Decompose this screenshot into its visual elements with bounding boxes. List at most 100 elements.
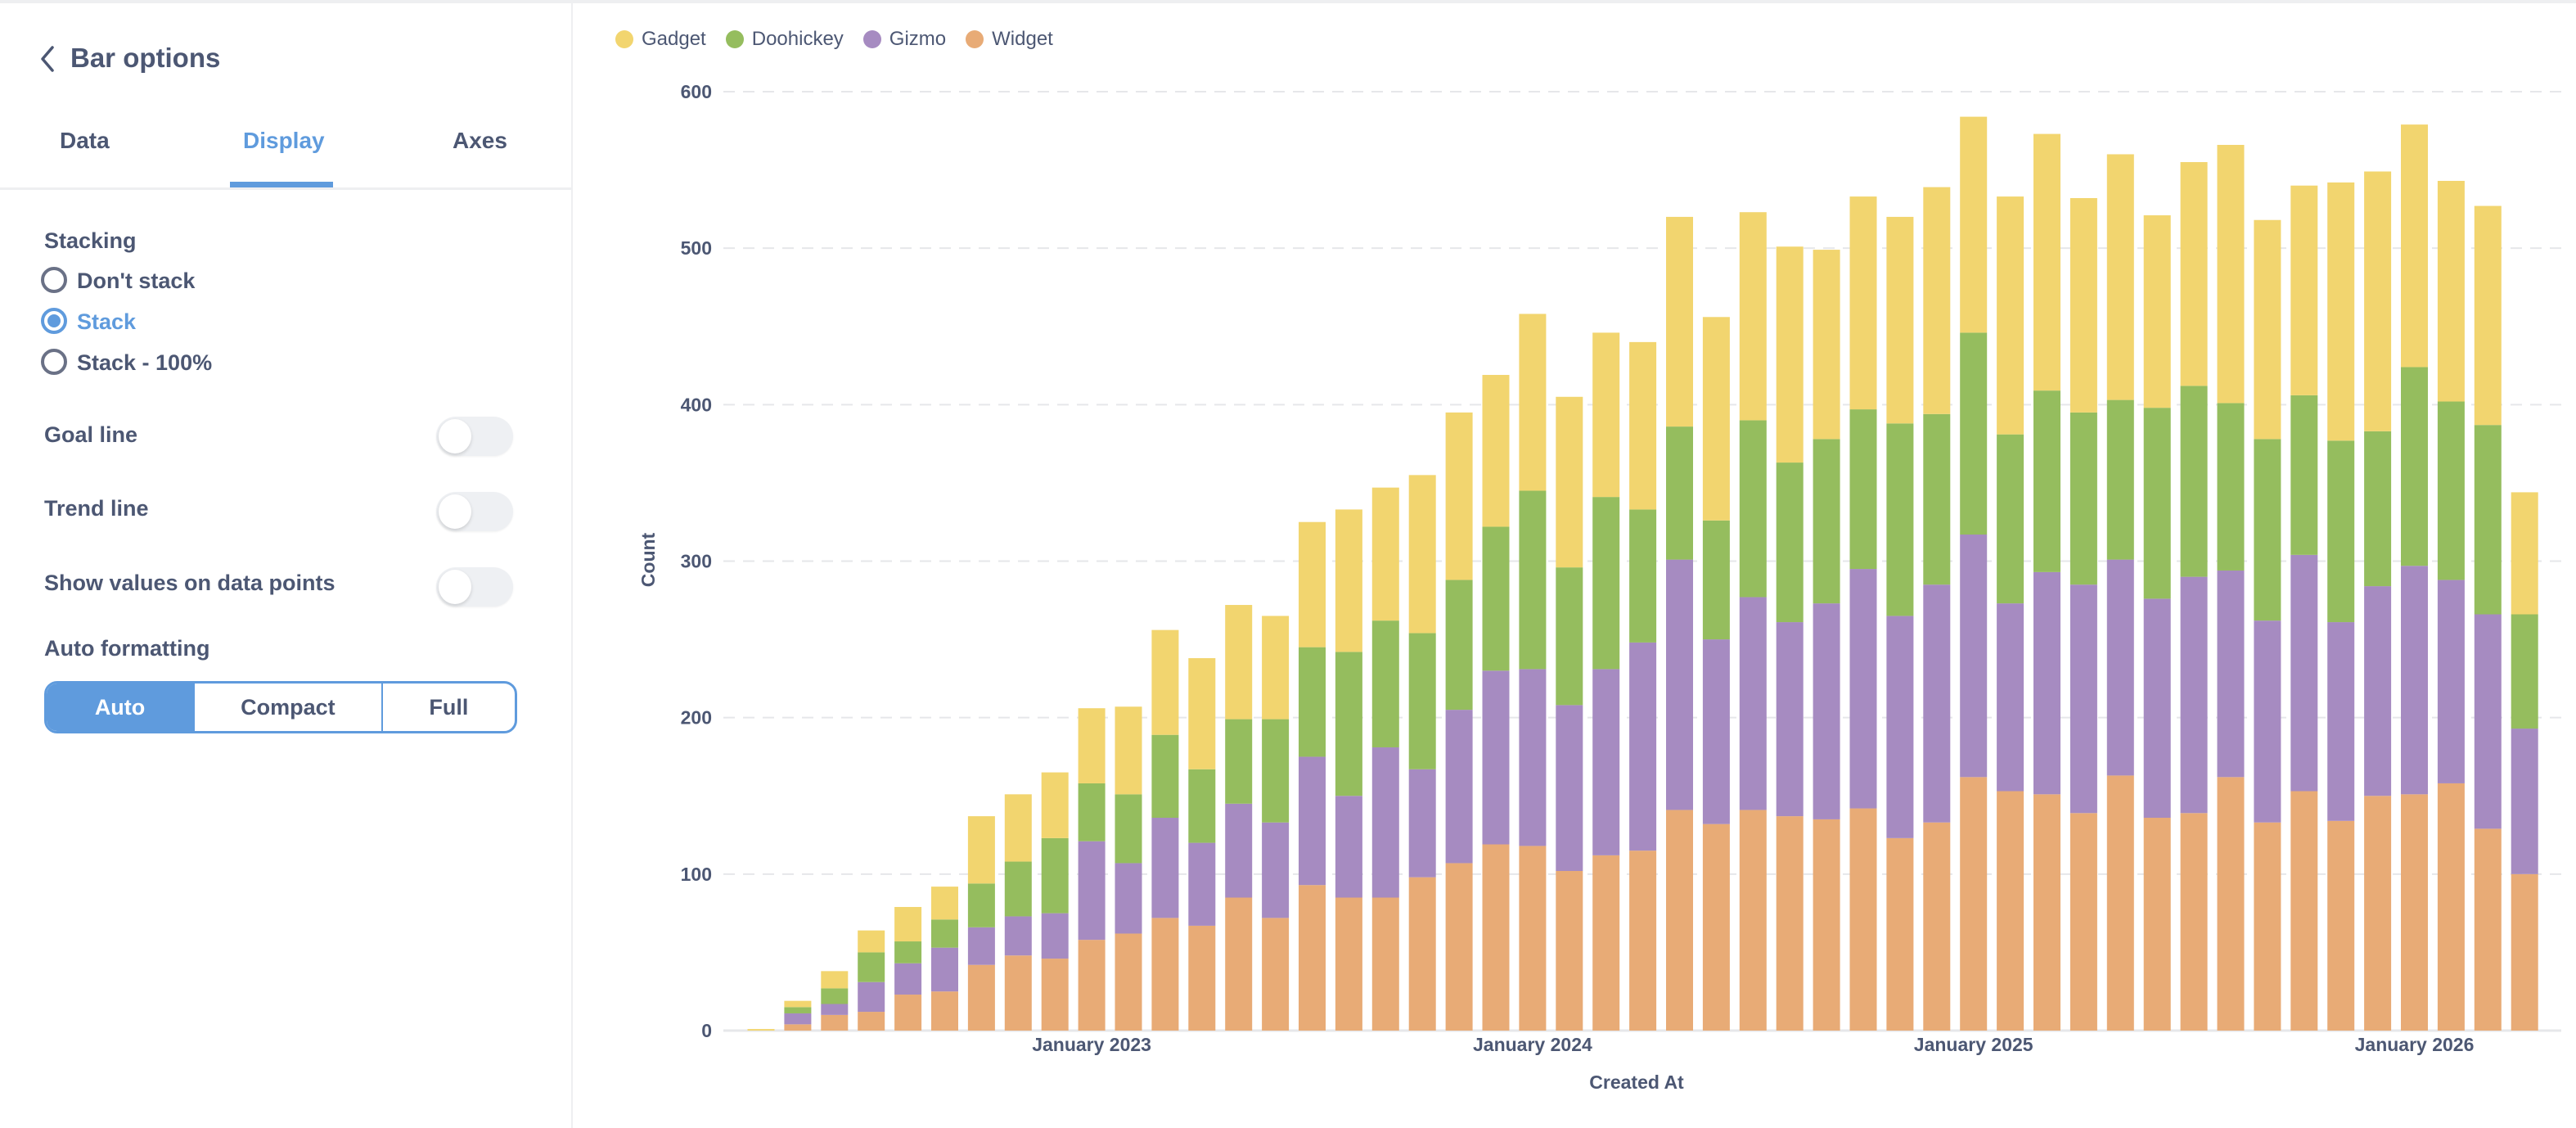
bar-stack[interactable] (747, 1029, 775, 1031)
bar-segment-doohickey[interactable] (1813, 439, 1840, 604)
bar-segment-doohickey[interactable] (1445, 580, 1473, 711)
bar-segment-gadget[interactable] (1702, 317, 1730, 521)
show-values-toggle[interactable] (436, 567, 513, 607)
bar-segment-widget[interactable] (2143, 818, 2171, 1031)
bar-segment-gadget[interactable] (967, 816, 995, 884)
radio-stack-100[interactable] (41, 349, 67, 375)
bar-segment-gadget[interactable] (931, 887, 958, 920)
bar-segment-widget[interactable] (1482, 844, 1510, 1031)
bar-segment-gizmo[interactable] (1997, 603, 2024, 792)
bar-segment-gadget[interactable] (1335, 509, 1362, 652)
bar-segment-widget[interactable] (1556, 871, 1583, 1031)
bar-stack[interactable] (2290, 185, 2318, 1031)
bar-segment-gadget[interactable] (1041, 772, 1069, 838)
bar-segment-gadget[interactable] (2290, 185, 2318, 395)
bar-segment-widget[interactable] (1188, 925, 1216, 1031)
bar-segment-doohickey[interactable] (1886, 423, 1914, 616)
bar-segment-widget[interactable] (2254, 822, 2281, 1031)
bar-segment-gadget[interactable] (2437, 180, 2465, 402)
bar-stack[interactable] (2180, 162, 2208, 1031)
bar-segment-gadget[interactable] (2327, 182, 2355, 441)
tab-axes[interactable]: Axes (453, 128, 507, 153)
bar-segment-doohickey[interactable] (2106, 399, 2134, 560)
bar-segment-widget[interactable] (858, 1012, 885, 1031)
bar-segment-widget[interactable] (1923, 822, 1951, 1031)
bar-segment-gizmo[interactable] (1923, 584, 1951, 823)
bar-segment-widget[interactable] (967, 964, 995, 1031)
bar-segment-doohickey[interactable] (1004, 861, 1032, 917)
bar-segment-doohickey[interactable] (1335, 652, 1362, 796)
bar-segment-widget[interactable] (1299, 885, 1326, 1031)
bar-stack[interactable] (2143, 215, 2171, 1031)
bar-stack[interactable] (1115, 706, 1142, 1031)
bar-segment-gadget[interactable] (1776, 246, 1804, 463)
bar-segment-widget[interactable] (2033, 794, 2060, 1031)
bar-stack[interactable] (2401, 124, 2428, 1031)
radio-label-stack[interactable]: Stack (77, 309, 137, 334)
bar-segment-widget[interactable] (784, 1024, 812, 1031)
bar-segment-doohickey[interactable] (1997, 434, 2024, 604)
bar-segment-doohickey[interactable] (2511, 614, 2538, 729)
bar-segment-widget[interactable] (2106, 775, 2134, 1031)
legend-item-gadget[interactable]: Gadget (615, 28, 706, 51)
bar-stack[interactable] (1078, 708, 1106, 1031)
bar-segment-gizmo[interactable] (1115, 863, 1142, 934)
bar-segment-widget[interactable] (894, 995, 922, 1031)
bar-segment-doohickey[interactable] (2254, 439, 2281, 621)
bar-segment-widget[interactable] (1960, 777, 1988, 1031)
bar-stack[interactable] (2217, 144, 2245, 1031)
radio-stack[interactable] (41, 308, 67, 334)
bar-stack[interactable] (1702, 317, 1730, 1031)
bar-segment-gadget[interactable] (2511, 492, 2538, 615)
bar-segment-gadget[interactable] (1813, 250, 1840, 440)
bar-segment-widget[interactable] (2069, 813, 2097, 1031)
bar-stack[interactable] (1666, 216, 1693, 1031)
bar-segment-doohickey[interactable] (1225, 719, 1253, 804)
bar-segment-widget[interactable] (1078, 940, 1106, 1031)
bar-segment-gizmo[interactable] (1849, 569, 1877, 809)
bar-stack[interactable] (1519, 314, 1547, 1031)
format-full-button[interactable]: Full (429, 694, 469, 720)
bar-segment-doohickey[interactable] (1702, 520, 1730, 640)
radio-label-dont-stack[interactable]: Don't stack (77, 268, 196, 293)
bar-segment-gizmo[interactable] (2474, 614, 2502, 829)
bar-segment-gizmo[interactable] (821, 1004, 849, 1015)
bar-segment-widget[interactable] (1519, 846, 1547, 1031)
bar-stack[interactable] (2327, 182, 2355, 1031)
bar-segment-doohickey[interactable] (784, 1007, 812, 1013)
bar-segment-gizmo[interactable] (894, 963, 922, 995)
bar-segment-gadget[interactable] (784, 1000, 812, 1008)
bar-segment-widget[interactable] (1408, 877, 1436, 1031)
bar-stack[interactable] (967, 816, 995, 1031)
bar-segment-widget[interactable] (1371, 897, 1399, 1031)
bar-segment-doohickey[interactable] (2474, 425, 2502, 615)
bar-stack[interactable] (1445, 412, 1473, 1031)
bar-segment-doohickey[interactable] (2437, 401, 2465, 580)
bar-segment-widget[interactable] (2217, 777, 2245, 1031)
bar-segment-gadget[interactable] (1225, 605, 1253, 720)
bar-segment-gizmo[interactable] (2401, 566, 2428, 795)
bar-stack[interactable] (1408, 475, 1436, 1031)
bar-stack[interactable] (894, 906, 922, 1031)
bar-segment-gizmo[interactable] (2069, 584, 2097, 814)
bar-segment-doohickey[interactable] (2069, 412, 2097, 585)
bar-segment-gizmo[interactable] (1960, 535, 1988, 778)
bar-segment-widget[interactable] (1225, 897, 1253, 1031)
bar-stack[interactable] (1813, 250, 1840, 1031)
bar-segment-gadget[interactable] (1923, 187, 1951, 414)
bar-segment-gizmo[interactable] (2254, 620, 2281, 823)
bar-segment-widget[interactable] (2437, 783, 2465, 1031)
bar-segment-widget[interactable] (2511, 873, 2538, 1031)
bar-segment-gadget[interactable] (821, 971, 849, 989)
bar-segment-gadget[interactable] (2254, 219, 2281, 440)
bar-segment-doohickey[interactable] (967, 883, 995, 927)
bar-stack[interactable] (1482, 375, 1510, 1031)
bar-segment-gizmo[interactable] (1262, 822, 1290, 918)
bar-segment-gizmo[interactable] (1041, 913, 1069, 959)
bar-segment-widget[interactable] (1335, 897, 1362, 1031)
tab-data[interactable]: Data (60, 128, 110, 153)
legend-item-widget[interactable]: Widget (966, 28, 1053, 51)
bar-segment-widget[interactable] (2180, 813, 2208, 1031)
bar-segment-doohickey[interactable] (1371, 620, 1399, 747)
legend-item-doohickey[interactable]: Doohickey (725, 28, 844, 51)
